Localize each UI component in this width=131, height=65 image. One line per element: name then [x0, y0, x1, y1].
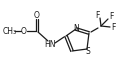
Text: F: F — [111, 22, 115, 32]
Text: O: O — [21, 27, 27, 35]
Text: O: O — [34, 11, 40, 20]
Text: CH₃: CH₃ — [3, 27, 17, 35]
Text: F: F — [95, 11, 99, 20]
Text: F: F — [109, 12, 113, 20]
Text: S: S — [86, 46, 90, 56]
Text: N: N — [73, 24, 79, 32]
Text: HN: HN — [44, 40, 56, 48]
